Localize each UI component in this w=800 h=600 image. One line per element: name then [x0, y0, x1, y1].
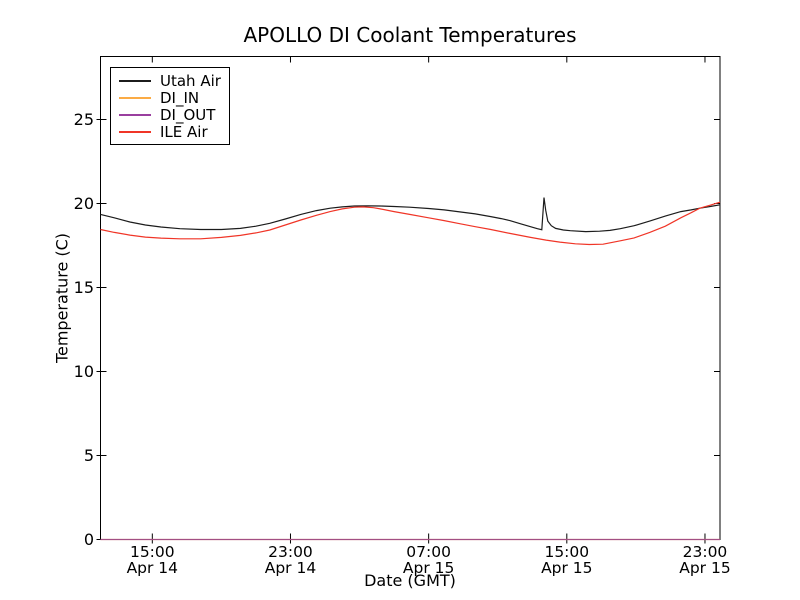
legend-label: Utah Air [160, 71, 221, 90]
x-tick-time: 15:00 [544, 543, 590, 561]
x-tick-time: 07:00 [406, 543, 451, 561]
x-tick-time: 15:00 [129, 543, 175, 561]
legend-line-sample [119, 79, 151, 82]
y-tick-label: 5 [83, 445, 94, 465]
y-tick-label: 20 [73, 193, 94, 213]
x-tick-label: 23:00 Apr 14 [242, 543, 338, 577]
y-tick-label: 25 [73, 109, 94, 129]
x-tick-date: Apr 14 [264, 558, 317, 577]
x-tick-date: Apr 15 [679, 558, 731, 577]
x-tick-date: Apr 15 [402, 558, 455, 577]
series-line-utah-air [100, 197, 721, 233]
x-tick-label: 23:00 Apr 15 [657, 543, 753, 577]
legend-item: ILE Air [119, 122, 221, 141]
legend-label: DI_OUT [160, 105, 216, 124]
y-tick-label: 15 [73, 277, 94, 297]
x-tick-date: Apr 14 [126, 558, 179, 577]
legend-label: DI_IN [160, 88, 200, 107]
series-line-ile-air [100, 201, 721, 246]
legend-line-sample [119, 130, 151, 133]
legend-item: DI_OUT [119, 105, 221, 124]
x-tick-time: 23:00 [268, 543, 313, 561]
x-tick-time: 23:00 [682, 543, 728, 561]
legend: Utah Air DI_IN DI_OUT ILE Air [110, 67, 230, 145]
x-tick-label: 15:00 Apr 14 [104, 543, 200, 577]
legend-line-sample [119, 113, 151, 116]
y-tick-label: 0 [83, 529, 94, 549]
legend-item: DI_IN [119, 88, 221, 107]
x-axis-label: Date (GMT) [364, 571, 456, 590]
legend-label: ILE Air [160, 122, 208, 141]
legend-line-sample [119, 96, 151, 99]
x-tick-date: Apr 15 [541, 558, 593, 577]
y-axis-label: Temperature (C) [52, 232, 72, 364]
y-tick-label: 10 [73, 361, 94, 381]
x-tick-label: 15:00 Apr 15 [519, 543, 615, 577]
legend-item: Utah Air [119, 71, 221, 90]
x-tick-label: 07:00 Apr 15 [381, 543, 477, 577]
chart-title: APOLLO DI Coolant Temperatures [243, 23, 577, 47]
